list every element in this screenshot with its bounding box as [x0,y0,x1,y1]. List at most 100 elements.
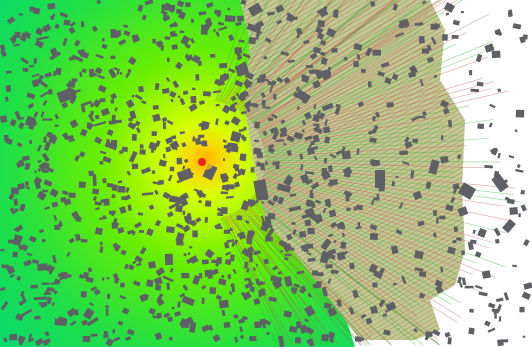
building-footprint-icon [265,223,273,229]
building-footprint-icon [260,215,265,223]
building-footprint-icon [80,238,88,243]
building-footprint-icon [445,12,450,16]
building-footprint-icon [273,93,277,100]
building-footprint-icon [78,273,85,279]
building-footprint-icon [41,23,52,33]
building-footprint-icon [173,311,182,317]
building-footprint-icon [162,153,166,159]
building-footprint-icon [221,104,231,114]
building-footprint-icon [128,150,138,163]
building-footprint-icon [117,185,126,193]
propagation-ray [238,0,373,111]
propagation-ray [255,191,462,318]
building-footprint-icon [166,226,175,234]
building-footprint-icon [108,68,117,79]
building-footprint-icon [240,110,247,115]
building-footprint-icon [50,281,59,285]
building-footprint-icon [207,276,213,279]
building-footprint-icon [256,161,262,167]
building-footprint-icon [202,91,211,97]
building-footprint-icon [36,35,49,41]
building-footprint-icon [139,144,144,149]
building-footprint-icon [74,89,81,94]
propagation-ray [223,0,291,104]
building-footprint-icon [156,140,160,145]
building-footprint-icon [79,151,86,158]
building-footprint-icon [60,271,68,280]
building-footprint-icon [162,191,171,200]
building-footprint-icon [280,250,284,253]
transmitter-marker-icon[interactable] [198,158,206,166]
building-footprint-icon [41,238,46,243]
building-footprint-icon [327,307,338,317]
building-footprint-icon [117,320,124,326]
building-footprint-icon [314,280,320,289]
building-footprint-icon [467,241,474,251]
building-footprint-icon [201,297,205,304]
building-footprint-icon [38,302,45,305]
building-footprint-icon [357,101,365,108]
propagation-ray [240,207,361,346]
building-footprint-icon [496,297,504,303]
building-footprint-icon [341,150,351,160]
building-footprint-icon [221,206,228,215]
building-footprint-icon [385,301,397,312]
propagation-ray [247,202,417,346]
propagation-ray [263,105,470,149]
building-footprint-icon [129,122,137,129]
building-footprint-icon [220,191,229,195]
building-footprint-icon [260,91,266,99]
building-footprint-icon [306,252,312,256]
building-footprint-icon [28,235,37,243]
building-footprint-icon [224,251,231,256]
building-footprint-icon [452,239,457,244]
building-footprint-icon [218,299,230,309]
building-footprint-icon [450,196,456,204]
building-footprint-icon [228,290,233,296]
building-footprint-icon [512,264,518,268]
propagation-ray [227,0,323,105]
building-footprint-icon [102,178,107,184]
building-footprint-icon [136,262,142,267]
building-footprint-icon [68,237,75,244]
building-footprint-icon [165,146,172,153]
building-footprint-icon [29,139,33,145]
building-footprint-icon [127,56,137,66]
propagation-ray [264,137,490,156]
building-footprint-icon [335,221,346,230]
building-footprint-icon [54,113,60,120]
building-footprint-icon [258,73,267,80]
building-footprint-icon [457,276,462,284]
building-footprint-icon [53,214,58,222]
building-footprint-icon [256,151,264,159]
building-footprint-icon [269,84,274,93]
building-footprint-icon [412,190,423,201]
building-footprint-icon [226,239,235,243]
building-footprint-icon [114,244,121,252]
building-footprint-icon [365,47,373,57]
building-footprint-icon [24,30,32,38]
building-footprint-icon [148,141,158,151]
building-footprint-icon [185,2,191,8]
building-footprint-icon [240,291,248,297]
building-footprint-icon [19,290,25,297]
building-footprint-icon [42,189,48,193]
building-footprint-icon [434,74,438,78]
building-footprint-icon [253,250,262,256]
building-footprint-icon [80,21,85,28]
building-footprint-icon [134,94,143,101]
building-footprint-icon [198,10,207,16]
propagation-ray [264,170,461,206]
building-footprint-icon [349,262,355,270]
building-footprint-icon [30,284,38,289]
building-footprint-icon [241,91,249,98]
building-footprint-icon [169,140,180,151]
building-footprint-icon [442,34,448,41]
building-footprint-icon [119,150,124,154]
building-footprint-icon [132,280,141,287]
building-footprint-icon [275,164,280,170]
building-footprint-icon [45,289,50,294]
building-footprint-icon [469,239,477,245]
